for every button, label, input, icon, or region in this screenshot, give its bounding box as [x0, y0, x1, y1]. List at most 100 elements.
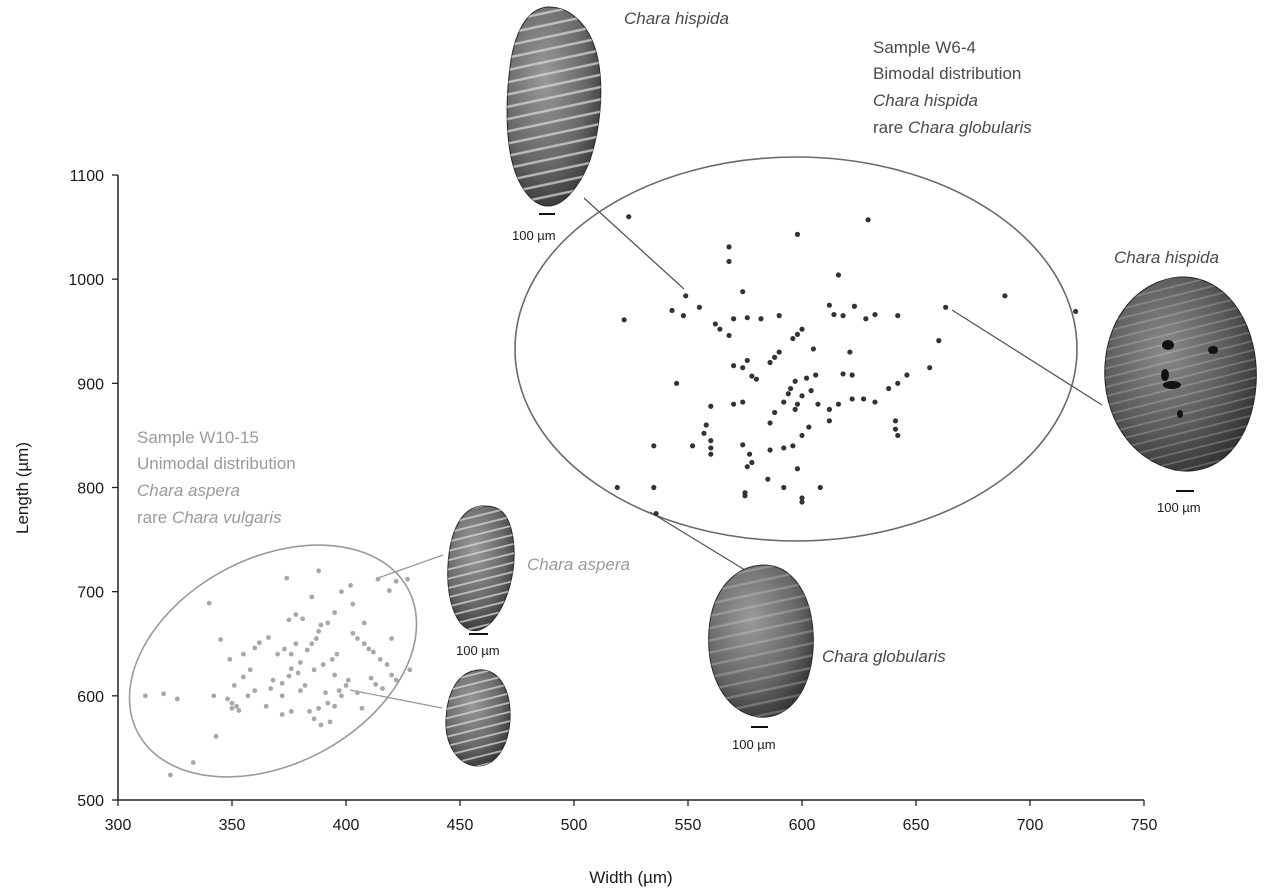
data-point-w6-4 — [742, 493, 748, 499]
axes: 300 350 400 450 500 550 600 650 700 750 500 600 700… — [13, 168, 1157, 887]
data-point-w10-15 — [293, 612, 299, 617]
data-point-w10-15 — [241, 651, 246, 657]
data-point-w10-15 — [142, 693, 148, 699]
data-point-w6-4 — [696, 304, 703, 310]
data-point-w10-15 — [327, 719, 333, 725]
data-point-w10-15 — [174, 696, 180, 702]
data-point-w10-15 — [318, 622, 324, 628]
data-point-w6-4 — [781, 445, 787, 451]
data-point-w6-4 — [895, 313, 901, 319]
data-point-w10-15 — [266, 635, 271, 640]
data-point-w10-15 — [302, 683, 308, 688]
data-point-w10-15 — [229, 705, 235, 711]
data-point-w10-15 — [213, 734, 219, 739]
x-axis-ticks: 300 350 400 450 500 550 600 650 700 750 — [105, 800, 1157, 834]
data-point-w6-4 — [767, 359, 773, 366]
data-point-w6-4 — [794, 466, 801, 472]
data-point-w6-4 — [799, 326, 805, 332]
data-point-w10-15 — [316, 705, 322, 711]
data-point-w10-15 — [316, 628, 322, 634]
data-point-w10-15 — [345, 677, 351, 683]
scale-bar-hispida-top: 100 µm — [512, 213, 556, 243]
data-point-w6-4 — [872, 399, 878, 405]
svg-text:Chara aspera: Chara aspera — [137, 481, 240, 500]
data-point-w6-4 — [792, 378, 798, 384]
data-point-w10-15 — [334, 651, 340, 657]
data-point-w6-4 — [927, 365, 933, 371]
data-point-w10-15 — [307, 709, 312, 714]
data-point-w6-4 — [808, 388, 814, 394]
data-point-w10-15 — [284, 575, 290, 581]
data-point-w6-4 — [651, 443, 657, 449]
data-point-w6-4 — [651, 484, 657, 491]
data-point-w10-15 — [393, 578, 399, 584]
data-point-w6-4 — [726, 244, 732, 250]
data-point-w6-4 — [831, 311, 837, 318]
data-point-w10-15 — [329, 656, 335, 662]
data-point-w6-4 — [708, 451, 714, 457]
specimen-image-hispida-top — [506, 6, 602, 207]
data-point-w6-4 — [872, 311, 878, 318]
data-point-w10-15 — [318, 722, 324, 728]
data-point-w10-15 — [288, 651, 294, 657]
series-w10-15 — [142, 568, 413, 778]
data-point-w6-4 — [689, 443, 696, 449]
data-point-w6-4 — [785, 391, 791, 397]
data-point-w10-15 — [355, 636, 360, 641]
data-point-w10-15 — [389, 636, 394, 641]
data-point-w10-15 — [245, 693, 251, 699]
data-point-w10-15 — [355, 690, 360, 696]
y-tick-label: 800 — [77, 481, 104, 498]
data-point-w6-4 — [865, 217, 871, 223]
data-point-w10-15 — [282, 646, 287, 652]
data-point-w6-4 — [680, 313, 687, 319]
data-point-w6-4 — [788, 385, 794, 392]
data-point-w10-15 — [256, 640, 262, 646]
x-tick-label: 350 — [219, 817, 246, 834]
data-point-w10-15 — [309, 594, 315, 600]
data-point-w6-4 — [703, 422, 709, 428]
specimen-image-hispida-right — [1104, 276, 1257, 472]
x-tick-label: 300 — [105, 817, 132, 834]
data-point-w6-4 — [790, 443, 796, 449]
data-point-w10-15 — [384, 662, 390, 667]
data-point-w10-15 — [190, 760, 196, 765]
data-point-w10-15 — [389, 672, 394, 678]
data-point-w6-4 — [683, 293, 689, 299]
data-point-w10-15 — [377, 656, 383, 662]
data-point-w6-4 — [835, 272, 842, 278]
data-point-w10-15 — [393, 677, 399, 683]
data-point-w6-4 — [895, 380, 901, 386]
data-point-w10-15 — [211, 693, 217, 699]
svg-text:100 µm: 100 µm — [1157, 500, 1201, 515]
data-point-w10-15 — [300, 616, 306, 622]
data-point-w10-15 — [268, 686, 274, 691]
data-points — [142, 214, 1079, 778]
data-point-w10-15 — [227, 656, 233, 662]
data-point-w6-4 — [840, 313, 846, 319]
data-point-w6-4 — [731, 401, 737, 407]
data-point-w6-4 — [826, 406, 832, 412]
data-point-w6-4 — [1073, 308, 1079, 315]
data-point-w10-15 — [405, 576, 410, 582]
svg-text:100 µm: 100 µm — [732, 737, 776, 752]
y-tick-label: 1000 — [68, 272, 104, 289]
data-point-w6-4 — [749, 373, 755, 379]
x-tick-label: 600 — [789, 817, 816, 834]
data-point-w6-4 — [744, 464, 750, 470]
data-point-w6-4 — [851, 303, 858, 309]
data-point-w6-4 — [776, 313, 782, 319]
data-point-w6-4 — [835, 401, 842, 407]
data-point-w10-15 — [298, 688, 303, 694]
series-w6-4 — [614, 214, 1079, 517]
data-point-w10-15 — [252, 688, 258, 694]
data-point-w10-15 — [298, 660, 303, 665]
x-axis-title: Width (µm) — [589, 868, 672, 887]
data-point-w10-15 — [279, 693, 285, 699]
data-point-w6-4 — [943, 304, 949, 310]
label-hispida-right: Chara hispida — [1114, 248, 1219, 267]
data-point-w6-4 — [744, 315, 750, 321]
data-point-w10-15 — [407, 667, 413, 673]
leader-lines — [349, 197, 1103, 709]
data-point-w10-15 — [316, 568, 322, 574]
